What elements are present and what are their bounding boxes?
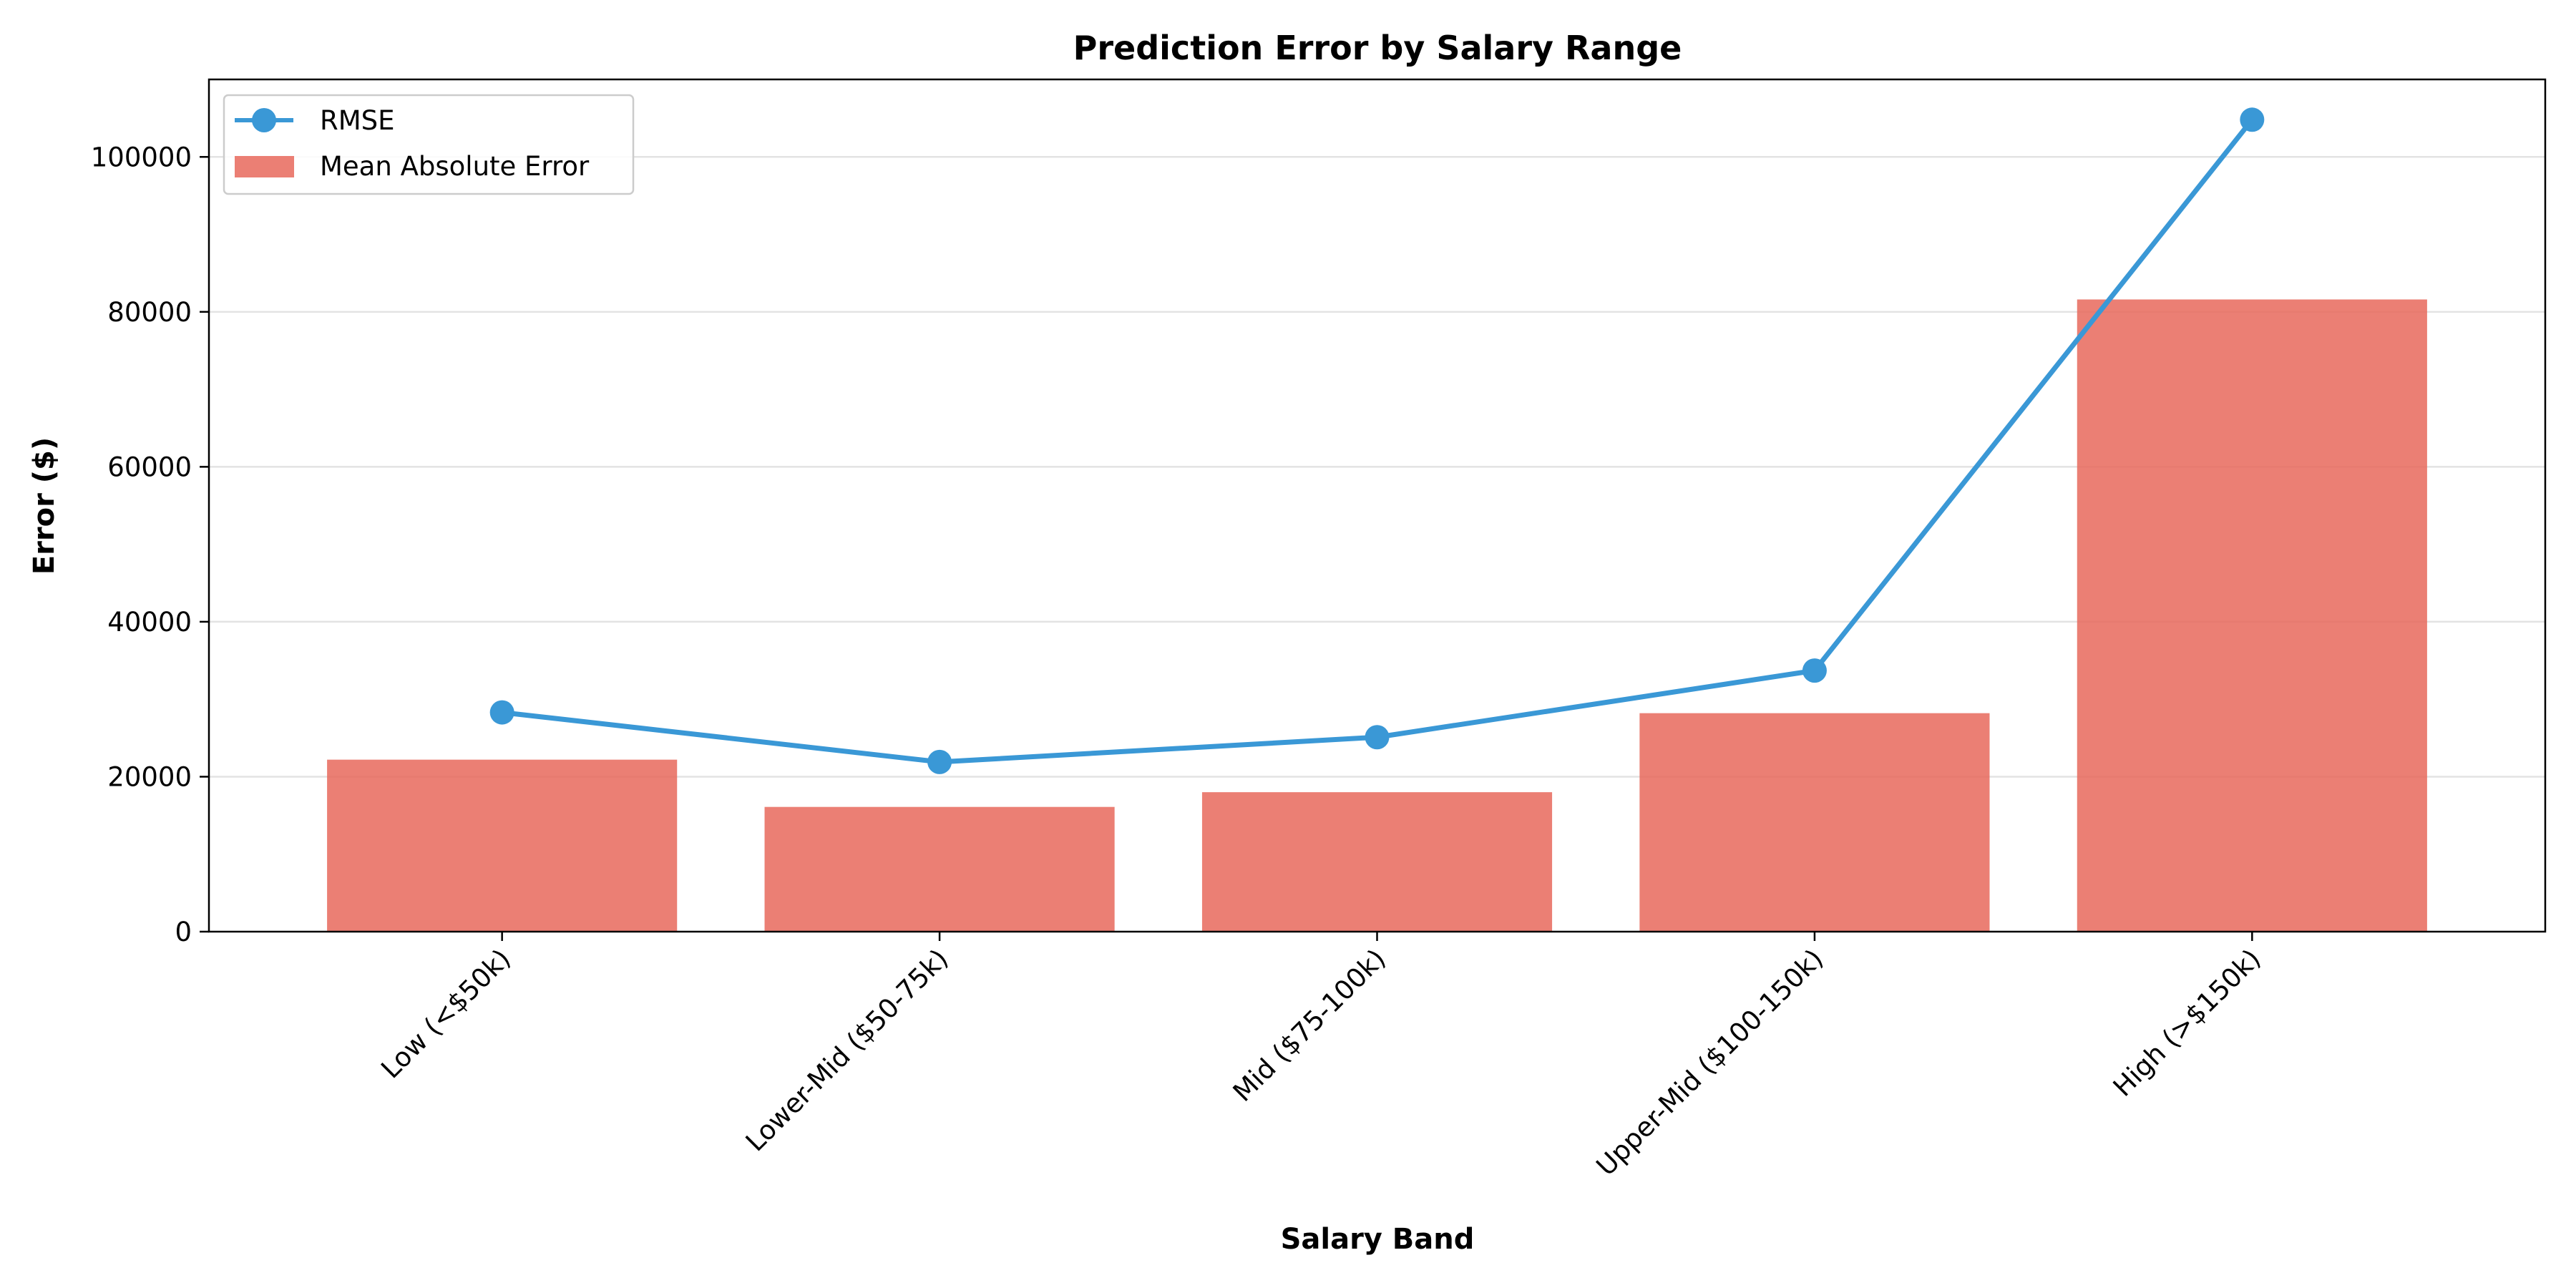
bar-mae: [764, 806, 1115, 932]
x-axis: Low (<$50k) Lower-Mid ($50-75k) Mid ($75-1…: [375, 932, 2267, 1182]
chart-title: Prediction Error by Salary Range: [1073, 29, 1682, 67]
x-tick-label: Upper-Mid ($100-150k): [1591, 943, 1830, 1182]
y-tick-label: 20000: [107, 761, 192, 792]
y-tick-label: 60000: [107, 452, 192, 482]
y-axis-title: Error ($): [28, 437, 61, 575]
legend: RMSE Mean Absolute Error: [223, 94, 635, 195]
y-tick-label: 80000: [107, 297, 192, 328]
legend-mae-label: Mean Absolute Error: [320, 151, 590, 182]
legend-rmse-marker: [252, 108, 276, 132]
y-axis: 0 20000 40000 60000 80000 100000: [91, 142, 209, 947]
bars-layer: [327, 299, 2427, 932]
line-layer: [489, 107, 2265, 774]
bar-mae: [327, 759, 678, 932]
y-tick-label: 100000: [91, 142, 192, 172]
x-tick-label: Low (<$50k): [375, 943, 517, 1085]
rmse-point: [1365, 725, 1390, 750]
rmse-point: [2240, 107, 2265, 132]
rmse-point: [927, 749, 952, 774]
rmse-point: [1802, 658, 1827, 683]
legend-mae-swatch: [235, 156, 294, 177]
bar-mae: [2077, 299, 2427, 932]
x-tick-label: Lower-Mid ($50-75k): [740, 943, 955, 1158]
x-axis-title: Salary Band: [1281, 1223, 1475, 1256]
bar-mae: [1201, 792, 1553, 932]
x-tick-label: Mid ($75-100k): [1227, 943, 1392, 1108]
x-tick-label: High (>$150k): [2107, 943, 2267, 1103]
rmse-line: [502, 118, 2255, 765]
bar-mae: [1639, 713, 1990, 932]
y-tick-label: 40000: [107, 607, 192, 638]
legend-frame: [223, 94, 635, 195]
y-tick-label: 0: [175, 917, 192, 947]
rmse-point: [489, 700, 514, 725]
legend-rmse-label: RMSE: [320, 105, 395, 136]
